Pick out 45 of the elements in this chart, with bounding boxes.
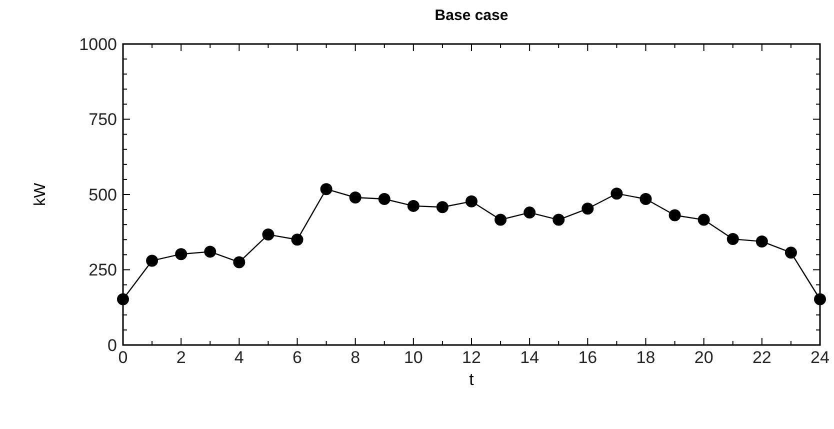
x-tick-label: 12 (462, 348, 481, 367)
point (117, 293, 129, 306)
y-tick-label: 0 (108, 336, 117, 355)
point (466, 195, 478, 208)
point (494, 214, 507, 226)
y-tick-label: 1000 (79, 34, 117, 54)
x-tick-label: 6 (292, 348, 302, 367)
point (349, 192, 362, 204)
point (233, 256, 246, 268)
x-tick-label: 14 (520, 348, 540, 367)
x-tick-label: 16 (578, 348, 598, 367)
point (436, 201, 448, 214)
x-tick-label: 4 (234, 348, 244, 367)
y-tick-label: 250 (88, 260, 117, 280)
point (262, 228, 274, 241)
point (726, 233, 739, 246)
point (291, 234, 304, 246)
point (640, 193, 652, 206)
point (175, 248, 188, 260)
point (814, 293, 826, 306)
point (204, 246, 216, 258)
chart-title: Base case (434, 7, 508, 24)
y-tick-label: 750 (88, 110, 117, 130)
x-tick-label: 18 (636, 348, 656, 367)
point (698, 214, 710, 226)
x-axis-title: t (469, 370, 474, 389)
x-tick-label: 24 (810, 348, 830, 367)
point (378, 193, 390, 206)
x-tick-label: 10 (404, 348, 423, 367)
point (610, 188, 623, 200)
point (756, 235, 768, 248)
point (407, 200, 420, 212)
x-tick-label: 22 (752, 348, 772, 367)
point (552, 214, 565, 226)
x-tick-label: 8 (350, 348, 360, 367)
point (320, 183, 332, 196)
point (146, 254, 158, 267)
point (582, 202, 594, 215)
x-tick-label: 20 (694, 348, 714, 367)
y-tick-label: 500 (88, 185, 117, 204)
point (784, 246, 797, 259)
x-tick-label: 2 (176, 348, 186, 367)
point (524, 206, 536, 219)
point (668, 209, 681, 222)
y-axis-title: kW (32, 182, 49, 206)
